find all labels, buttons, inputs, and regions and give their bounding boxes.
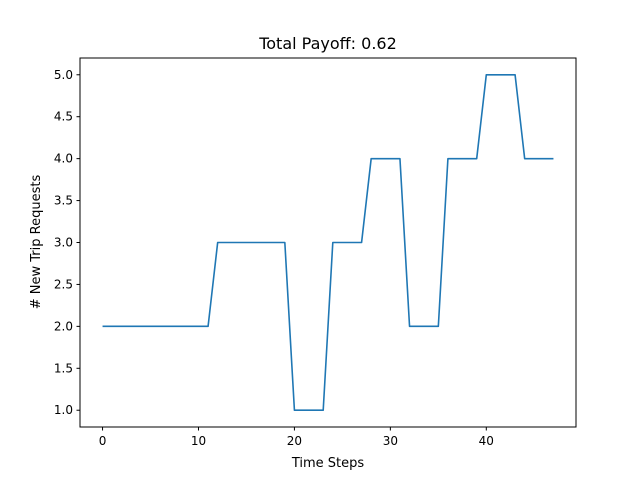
plot-frame	[79, 57, 577, 428]
y-tick-label: 5.0	[54, 68, 73, 82]
data-point	[265, 242, 267, 244]
data-point	[303, 409, 305, 411]
data-point	[533, 158, 535, 160]
data-point	[294, 409, 296, 411]
data-point	[111, 326, 113, 328]
data-point	[447, 158, 449, 160]
data-point	[179, 326, 181, 328]
data-point	[150, 326, 152, 328]
x-tick-label: 40	[479, 434, 494, 448]
data-point	[399, 158, 401, 160]
y-tick-label: 1.5	[54, 361, 73, 375]
x-tick-label: 10	[191, 434, 206, 448]
chart-title: Total Payoff: 0.62	[258, 34, 397, 53]
x-tick-label: 30	[383, 434, 398, 448]
data-point	[409, 326, 411, 328]
plot-area	[80, 58, 576, 427]
data-point	[486, 74, 488, 76]
data-point	[370, 158, 372, 160]
data-point	[207, 326, 209, 328]
data-point	[495, 74, 497, 76]
y-tick-label: 3.0	[54, 236, 73, 250]
y-tick-label: 4.5	[54, 110, 73, 124]
data-point	[169, 326, 171, 328]
data-point	[361, 242, 363, 244]
data-point	[438, 326, 440, 328]
series-line	[102, 73, 554, 412]
data-point	[226, 242, 228, 244]
x-tick-label: 0	[99, 434, 107, 448]
data-point	[246, 242, 248, 244]
y-tick-label: 2.0	[54, 319, 73, 333]
data-point	[505, 74, 507, 76]
data-point	[466, 158, 468, 160]
data-point	[524, 158, 526, 160]
data-point	[284, 242, 286, 244]
data-point	[322, 409, 324, 411]
data-point	[274, 242, 276, 244]
data-point	[236, 242, 238, 244]
data-point	[131, 326, 133, 328]
y-tick-label: 1.0	[54, 403, 73, 417]
data-point	[543, 158, 545, 160]
y-axis-ticks: 1.0 1.5 2.0 2.5 3.0 3.5 4.0 4.5 5.0	[54, 68, 80, 417]
data-point	[342, 242, 344, 244]
data-point	[418, 326, 420, 328]
data-point	[159, 326, 161, 328]
data-point	[140, 326, 142, 328]
data-point	[332, 242, 334, 244]
data-point	[428, 326, 430, 328]
data-point	[390, 158, 392, 160]
data-point	[121, 326, 123, 328]
data-point	[217, 242, 219, 244]
x-axis-label: Time Steps	[291, 456, 365, 471]
y-axis-label: # New Trip Requests	[29, 175, 44, 310]
data-point	[457, 158, 459, 160]
x-axis-ticks: 0 10 20 30 40	[99, 427, 494, 448]
y-tick-label: 3.5	[54, 194, 73, 208]
y-tick-label: 2.5	[54, 277, 73, 291]
data-point	[380, 158, 382, 160]
data-point	[255, 242, 257, 244]
data-point	[553, 158, 555, 160]
data-point	[313, 409, 315, 411]
data-point	[514, 74, 516, 76]
data-point	[198, 326, 200, 328]
data-point	[102, 326, 104, 328]
y-tick-label: 4.0	[54, 152, 73, 166]
series-layer	[102, 73, 555, 412]
data-point	[476, 158, 478, 160]
data-point	[188, 326, 190, 328]
data-point	[351, 242, 353, 244]
x-tick-label: 20	[287, 434, 302, 448]
